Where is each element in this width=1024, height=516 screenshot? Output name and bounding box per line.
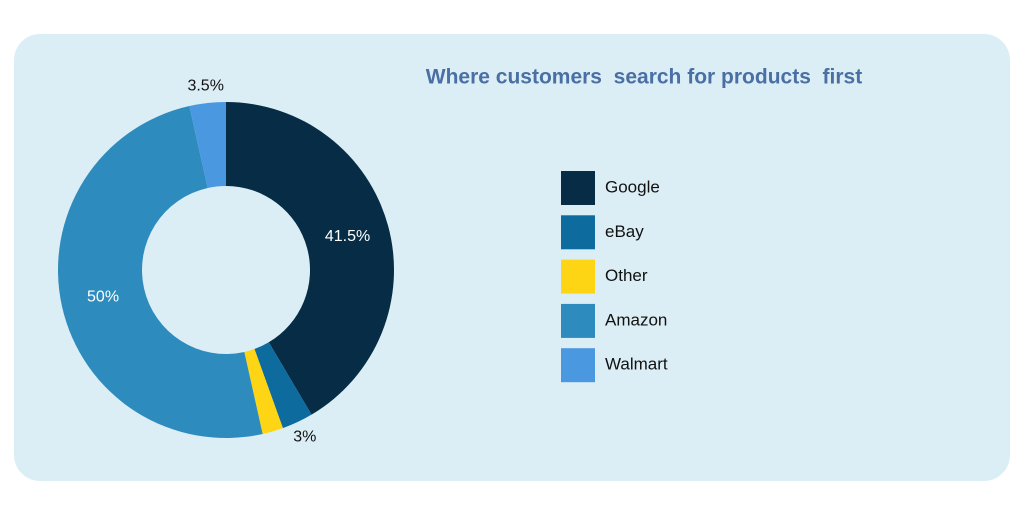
donut-slice [58,106,263,438]
value-label: 50% [87,289,119,306]
value-label: 3% [293,429,316,446]
legend-label: eBay [605,222,644,241]
chart-title: Where customers search for products firs… [426,66,862,89]
legend-swatch [561,215,595,250]
legend-label: Walmart [605,355,668,374]
legend-label: Amazon [605,310,667,329]
value-label: 3.5% [187,77,223,94]
donut-slice [244,349,283,434]
donut-slice [254,342,312,429]
legend-swatch [561,259,595,294]
legend-label: Google [605,177,660,196]
donut-slice [226,102,395,415]
value-label: 41.5% [325,228,370,245]
donut-slice [189,102,226,189]
legend-swatch [561,303,595,338]
legend-label: Other [605,266,648,285]
legend-swatch [561,171,595,205]
legend-swatch [561,348,595,383]
